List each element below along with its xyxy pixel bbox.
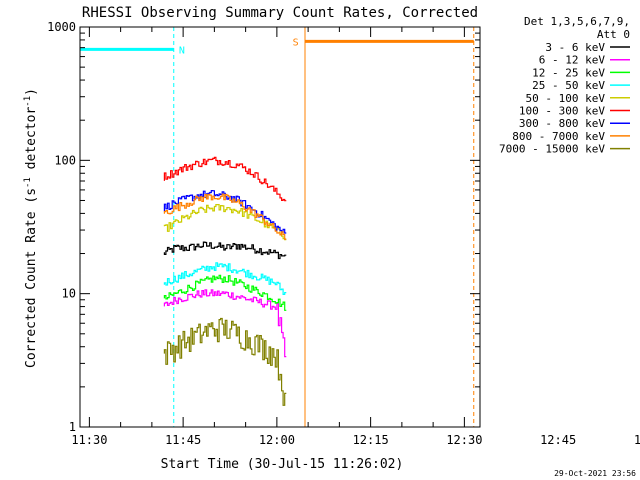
x-tick-label: 12:45: [540, 433, 576, 447]
x-axis-label: Start Time (30-Jul-15 11:26:02): [161, 457, 404, 472]
x-tick-label: 12:30: [446, 433, 482, 447]
legend-entry-label: 300 - 800 keV: [519, 117, 605, 130]
x-tick-label: 11:30: [71, 433, 107, 447]
series-line-3-segment-0: [163, 262, 287, 295]
y-tick-label: 100: [54, 153, 76, 167]
plot-content: NS: [80, 27, 475, 427]
legend-header-detectors: Det 1,3,5,6,7,9,: [524, 15, 630, 28]
series-line-5-segment-0: [163, 156, 287, 202]
legend-entry-label: 100 - 300 keV: [519, 105, 605, 118]
series-line-2-segment-0: [163, 274, 287, 311]
chart-title: RHESSI Observing Summary Count Rates, Co…: [82, 5, 478, 21]
legend-entry-label: 25 - 50 keV: [532, 79, 605, 92]
series-line-1-segment-0: [163, 289, 287, 358]
plot-frame: [79, 26, 481, 428]
legend-entry-label: 50 - 100 keV: [526, 92, 606, 105]
legend-entry-label: 6 - 12 keV: [539, 54, 606, 67]
series-line-8-segment-0: [163, 317, 287, 406]
legend-entry-label: 12 - 25 keV: [532, 66, 605, 79]
x-tick-label: 12:15: [353, 433, 389, 447]
x-tick-label: 11:45: [165, 433, 201, 447]
flag-s-label: S: [293, 37, 299, 48]
y-tick-label: 1000: [47, 20, 76, 34]
y-axis-label-mid: detector: [24, 107, 39, 178]
y-axis-label-main: Corrected Count Rate (s: [24, 188, 39, 368]
series-line-4-segment-0: [163, 204, 287, 241]
legend-entry-label: 3 - 6 keV: [545, 41, 605, 54]
x-tick-label: 13:00: [634, 433, 640, 447]
y-axis-label-sup-2: -1: [23, 96, 33, 107]
axes: 11:30 11:45 12:00 12:15 12:30 12:45 13:00 1 10 10…: [47, 20, 640, 447]
flag-n-label: N: [179, 45, 185, 56]
y-axis-label-end: ): [24, 88, 39, 96]
series-line-7-segment-0: [163, 193, 287, 240]
y-tick-label: 10: [62, 287, 76, 301]
generation-timestamp: 29-Oct-2021 23:56: [554, 469, 636, 478]
series-line-0-segment-0: [163, 241, 287, 260]
y-axis-label: Corrected Count Rate (s-1 detector-1): [23, 88, 39, 368]
legend-entry-label: 800 - 7000 keV: [512, 130, 605, 143]
x-tick-label: 12:00: [259, 433, 295, 447]
y-tick-label: 1: [69, 420, 76, 434]
legend-entry-label: 7000 - 15000 keV: [499, 143, 605, 156]
y-axis-label-sup-1: -1: [23, 177, 33, 188]
legend-header-attenuator: Att 0: [597, 28, 630, 41]
series-line-6-segment-0: [163, 190, 287, 234]
